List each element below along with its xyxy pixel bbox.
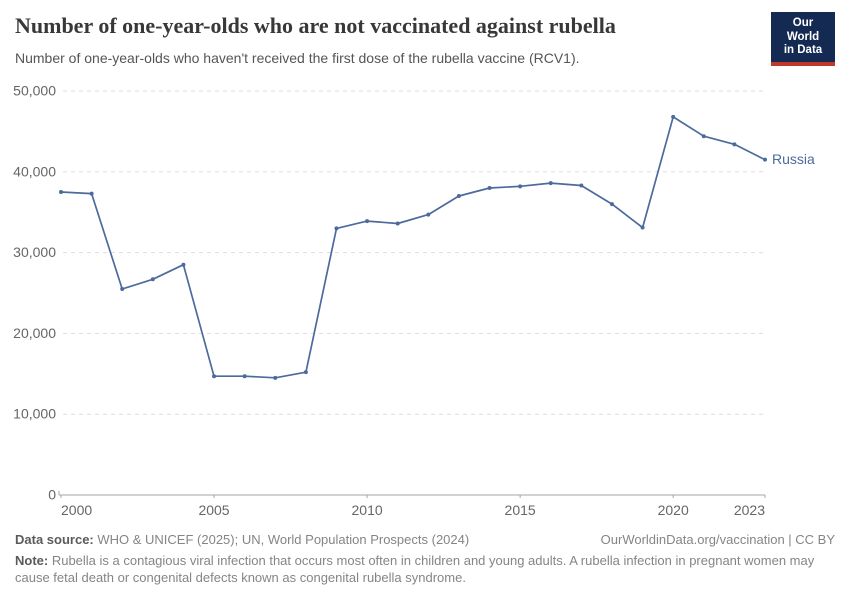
x-axis-tick-label: 2015 (505, 502, 536, 518)
data-point (365, 219, 370, 224)
data-point (59, 190, 63, 194)
y-axis-tick-label: 20,000 (13, 325, 56, 341)
owid-logo-line1: Our World (786, 17, 820, 43)
owid-logo-line2: in Data (783, 44, 823, 57)
x-axis-tick-label: 2000 (61, 502, 92, 518)
owid-url-license: OurWorldinData.org/vaccination | CC BY (600, 532, 835, 547)
data-source-label: Data source: (15, 532, 94, 547)
data-point (395, 221, 400, 226)
chart-footer: Data source: WHO & UNICEF (2025); UN, Wo… (15, 531, 835, 586)
data-point (763, 157, 767, 162)
data-line-russia (60, 116, 766, 379)
data-point (640, 225, 645, 230)
data-point (548, 181, 553, 186)
data-point (273, 375, 278, 380)
data-point (426, 212, 431, 217)
y-axis-tick-label: 30,000 (13, 244, 56, 260)
data-source-text: Data source: WHO & UNICEF (2025); UN, Wo… (15, 531, 469, 549)
data-point (701, 134, 706, 139)
series-end-label: Russia (772, 151, 815, 167)
y-axis-tick-label: 40,000 (13, 163, 56, 179)
y-axis-tick-label: 10,000 (13, 406, 56, 422)
line-chart: 0 10,000 20,000 30,000 40,000 50,000 2000 2005 2… (13, 83, 815, 519)
data-point (303, 370, 308, 375)
data-point (242, 374, 247, 379)
owid-logo: Our World in Data (771, 12, 835, 66)
data-point (609, 202, 614, 207)
footer-source-row: Data source: WHO & UNICEF (2025); UN, Wo… (15, 531, 835, 549)
data-point (334, 226, 339, 231)
chart-subtitle: Number of one-year-olds who haven't rece… (15, 50, 580, 66)
data-point (671, 114, 676, 119)
y-axis-tick-label: 50,000 (13, 83, 56, 99)
data-source-value: WHO & UNICEF (2025); UN, World Populatio… (93, 532, 470, 547)
data-point (212, 374, 217, 379)
chart-title: Number of one-year-olds who are not vacc… (15, 13, 616, 38)
data-point (732, 142, 737, 147)
note-value: Rubella is a contagious viral infection … (15, 552, 815, 585)
data-point (518, 184, 523, 189)
data-point (150, 277, 155, 282)
data-point (579, 183, 584, 188)
y-axis-tick-label: 0 (48, 487, 56, 503)
data-point (89, 191, 94, 196)
x-axis-tick-label: 2020 (658, 502, 689, 518)
data-point (487, 185, 492, 190)
data-point (456, 194, 461, 199)
x-axis-tick-label: 2023 (734, 502, 765, 518)
data-point (120, 286, 125, 291)
footer-note: Note: Rubella is a contagious viral infe… (15, 552, 835, 587)
x-axis-tick-label: 2005 (198, 502, 229, 518)
x-axis-tick-label: 2010 (352, 502, 383, 518)
note-label: Note: (15, 552, 49, 568)
data-point (181, 262, 186, 267)
